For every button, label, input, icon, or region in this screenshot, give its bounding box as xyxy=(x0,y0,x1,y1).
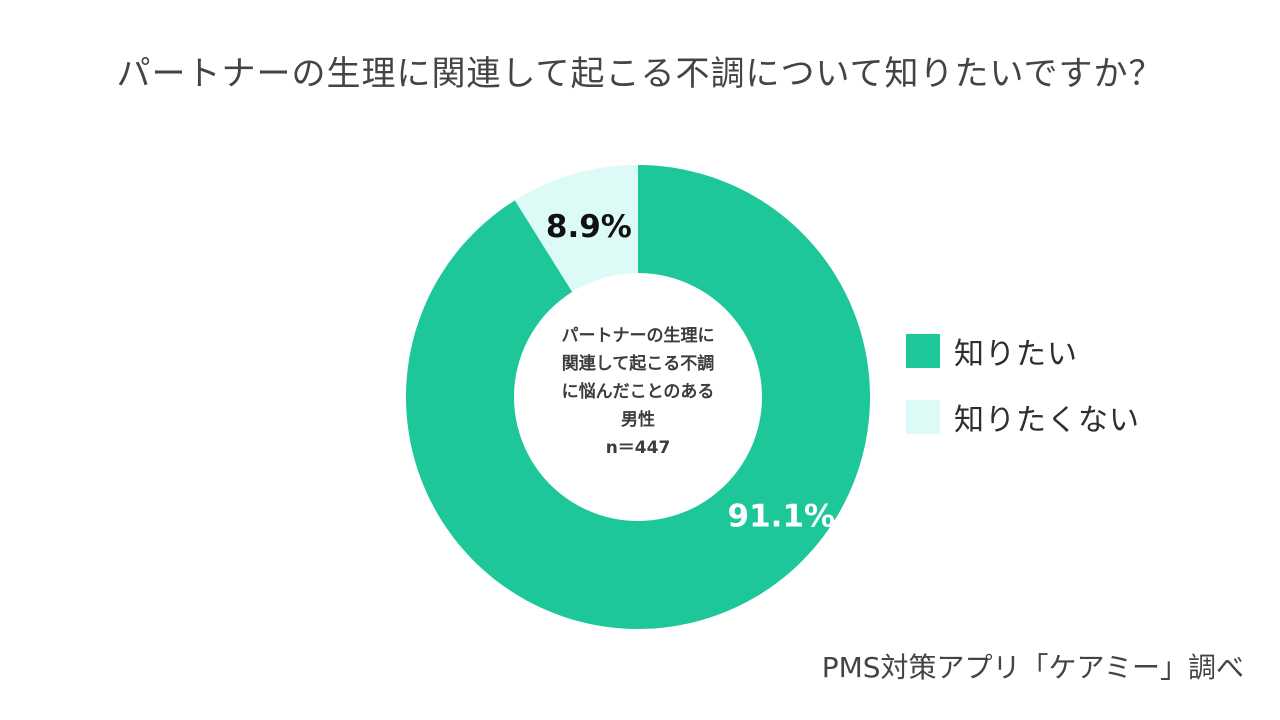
legend-label: 知りたくない xyxy=(954,403,1140,438)
center-label-line: に悩んだことのある xyxy=(561,382,715,402)
donut-center-label: パートナーの生理に 関連して起こる不調 に悩んだことのある 男性 n＝447 xyxy=(528,322,748,462)
center-label-line: パートナーの生理に xyxy=(561,326,715,346)
donut-slice xyxy=(405,165,870,629)
legend-item-want-to-know: 知りたい xyxy=(906,334,1140,372)
legend-item-dont-want-to-know: 知りたくない xyxy=(906,400,1140,438)
donut-slice-labels: 91.1% 8.9% xyxy=(546,209,835,535)
chart-legend: 知りたい 知りたくない xyxy=(906,334,1140,466)
legend-swatch xyxy=(906,400,940,434)
center-label-sample-size: n＝447 xyxy=(605,438,671,458)
slice-percent-label: 8.9% xyxy=(546,209,632,245)
chart-source: PMS対策アプリ「ケアミー」調べ xyxy=(821,651,1244,684)
donut-slice xyxy=(514,165,638,292)
center-label-line: 男性 xyxy=(621,410,655,430)
slice-percent-label: 91.1% xyxy=(728,499,836,535)
legend-swatch xyxy=(906,334,940,368)
legend-label: 知りたい xyxy=(954,337,1078,372)
center-label-line: 関連して起こる不調 xyxy=(561,354,715,374)
chart-title: パートナーの生理に関連して起こる不調について知りたいですか？ xyxy=(116,54,1164,94)
donut-slices xyxy=(405,165,870,629)
